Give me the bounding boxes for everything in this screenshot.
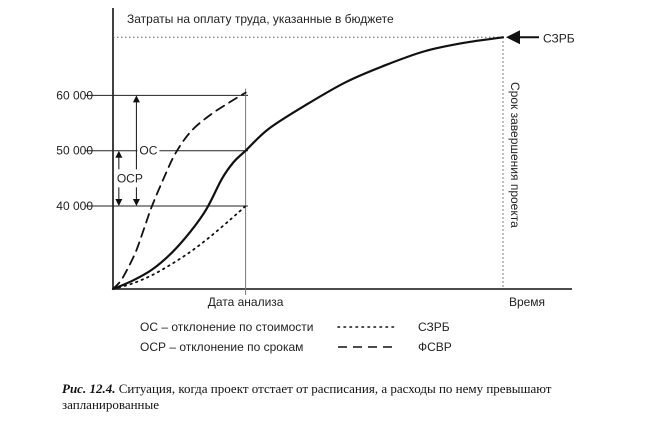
legend-fsvr: ФСВР xyxy=(418,340,452,354)
deviation-label: ОС xyxy=(139,144,157,158)
legend-osr: ОСР – отклонение по срокам xyxy=(140,340,303,354)
guide-lines xyxy=(85,36,504,295)
end-label: СЗРБ xyxy=(543,31,575,45)
legend-szrb: СЗРБ xyxy=(418,320,450,334)
deviation-arrow-head-top xyxy=(115,150,123,158)
end-arrow xyxy=(506,30,520,45)
y-tick-label: 60 000 xyxy=(56,88,93,102)
deviation-arrow-head-bottom xyxy=(115,199,123,207)
deadline-label: Срок завершения проекта xyxy=(508,82,522,228)
caption-label: Рис. 12.4. xyxy=(62,381,116,396)
series-lines xyxy=(111,36,505,291)
x-tick-label: Дата анализа xyxy=(208,295,284,309)
budget-label: Затраты на оплату труда, указанные в бюд… xyxy=(127,12,394,26)
deviation-label: ОСР xyxy=(117,171,143,185)
legend-os: ОС – отклонение по стоимости xyxy=(140,320,313,334)
deviation-arrow-head-bottom xyxy=(132,199,140,207)
y-tick-label: 40 000 xyxy=(56,199,93,213)
caption-text: Ситуация, когда проект отстает от распис… xyxy=(62,381,552,412)
series-line-dotted xyxy=(112,205,247,290)
deviation-arrow-head-top xyxy=(132,95,140,103)
deviation-label-bg xyxy=(137,141,160,160)
figure-caption: Рис. 12.4. Ситуация, когда проект отстае… xyxy=(62,381,622,413)
y-tick-label: 50 000 xyxy=(56,144,93,158)
x-axis-label: Время xyxy=(509,295,545,309)
legend: ОС – отклонение по стоимости ОСР – отклон… xyxy=(140,320,452,354)
chart: 40 000 50 000 60 000 Дата анализа Время Затр… xyxy=(56,8,575,354)
deviation-label-bg xyxy=(114,169,143,188)
axes: 40 000 50 000 60 000 Дата анализа Время xyxy=(56,8,572,309)
annotations: Затраты на оплату труда, указанные в бюд… xyxy=(114,12,575,228)
series-line-solid xyxy=(111,36,505,291)
series-line-dashed xyxy=(112,91,247,290)
